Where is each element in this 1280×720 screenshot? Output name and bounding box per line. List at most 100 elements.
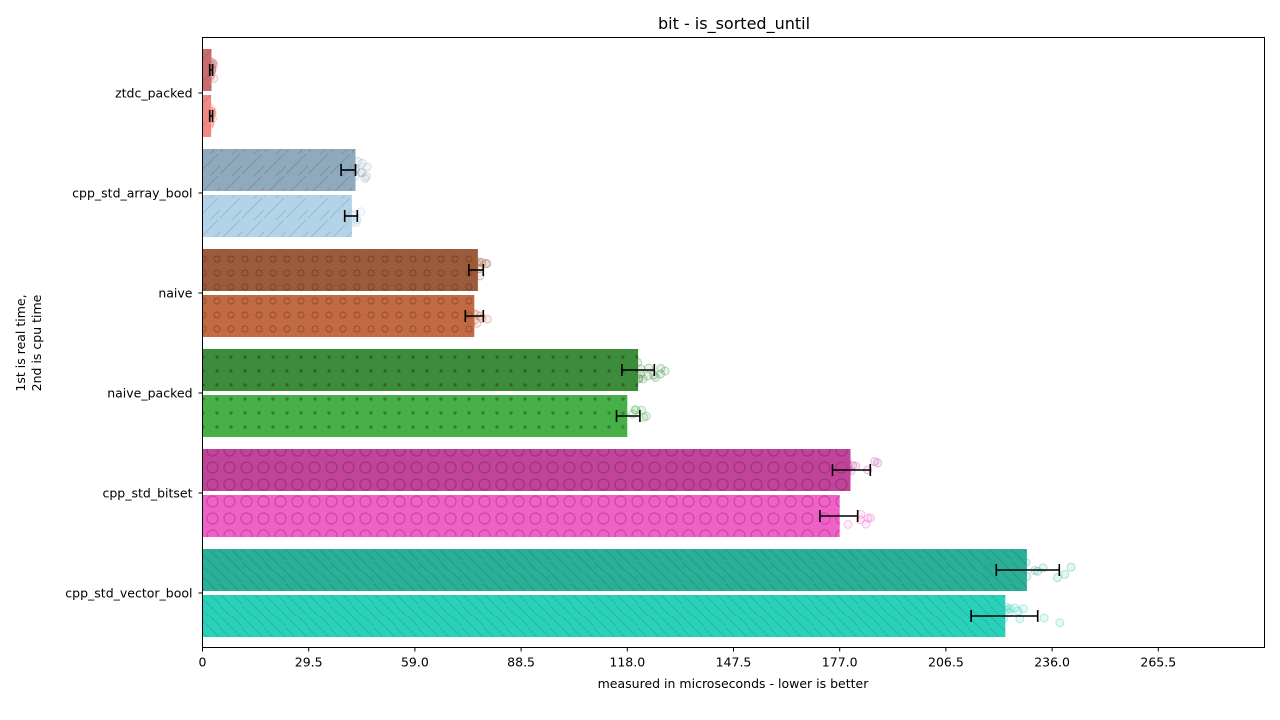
sample-point <box>831 519 841 529</box>
sample-point <box>1055 618 1065 628</box>
sample-point <box>472 258 482 268</box>
sample-point <box>644 363 654 373</box>
sample-point <box>612 414 622 424</box>
chart-title: bit - is_sorted_until <box>658 14 810 34</box>
sample-point <box>641 411 651 421</box>
bar-pattern-naive-real <box>202 249 478 291</box>
bar-pattern-cpp_std_array_bool-cpu <box>202 195 352 237</box>
sample-point <box>639 412 649 422</box>
sample-point <box>638 374 648 384</box>
sample-point <box>838 456 848 466</box>
sample-point <box>982 562 992 572</box>
sample-point <box>357 158 367 168</box>
y-tick-label: cpp_std_array_bool <box>72 186 192 201</box>
x-tick-label: 0 <box>199 655 207 670</box>
y-axis-label-line-2: 2nd is cpu time <box>29 294 44 391</box>
sample-point <box>846 466 856 476</box>
y-tick-label: cpp_std_vector_bool <box>65 586 192 601</box>
x-tick-label: 206.5 <box>928 655 964 670</box>
x-tick-label: 118.0 <box>609 655 645 670</box>
sample-point <box>633 357 643 367</box>
sample-point <box>1002 560 1012 570</box>
sample-point <box>1015 573 1025 583</box>
y-tick-label: naive_packed <box>107 386 192 401</box>
bar-pattern-cpp_std_vector_bool-cpu <box>202 595 1006 637</box>
sample-point <box>861 519 871 529</box>
sample-point <box>656 363 666 373</box>
sample-point <box>466 319 476 329</box>
sample-point <box>866 513 876 523</box>
sample-point <box>842 457 852 467</box>
bar-pattern-cpp_std_array_bool-real <box>202 149 356 191</box>
sample-point <box>463 270 473 280</box>
bars-layer <box>202 49 1027 637</box>
sample-point <box>609 405 619 415</box>
sample-point <box>206 104 216 114</box>
sample-point <box>843 519 853 529</box>
sample-point <box>634 373 644 383</box>
x-tick-label: 236.0 <box>1034 655 1070 670</box>
sample-point <box>1015 614 1025 624</box>
sample-point <box>356 168 366 178</box>
sample-point <box>998 614 1008 624</box>
x-tick-label: 177.0 <box>822 655 858 670</box>
sample-point <box>643 371 653 381</box>
sample-point <box>457 313 467 323</box>
x-tick-label: 59.0 <box>401 655 429 670</box>
sample-point <box>1039 613 1049 623</box>
sample-point <box>1001 602 1011 612</box>
sample-point <box>1018 604 1028 614</box>
sample-point <box>338 205 348 215</box>
y-tick-label: naive <box>158 286 192 301</box>
sample-point <box>482 314 492 324</box>
bar-pattern-naive_packed-cpu <box>202 395 628 437</box>
sample-point <box>1002 605 1012 615</box>
sample-point <box>209 73 219 83</box>
error-bars-layer <box>208 64 1061 622</box>
sample-point <box>1010 603 1020 613</box>
x-tick-label: 29.5 <box>295 655 323 670</box>
sample-point <box>360 173 370 183</box>
sample-point <box>618 410 628 420</box>
sample-point <box>952 611 962 621</box>
sample-point <box>1011 574 1021 584</box>
bar-pattern-naive_packed-real <box>202 349 639 391</box>
bar-pattern-cpp_std_bitset-real <box>202 449 851 491</box>
sample-point <box>822 469 832 479</box>
sample-point <box>466 257 476 267</box>
sample-point <box>1005 604 1015 614</box>
sample-point <box>474 263 484 273</box>
sample-point <box>617 402 627 412</box>
y-tick-label: ztdc_packed <box>115 86 192 101</box>
sample-point <box>466 256 476 266</box>
sample-point <box>472 318 482 328</box>
sample-point <box>357 168 367 178</box>
sample-point <box>362 162 372 172</box>
sample-point <box>828 508 838 518</box>
x-tick-label: 88.5 <box>507 655 535 670</box>
sample-point <box>628 409 638 419</box>
sample-point <box>361 171 371 181</box>
sample-point <box>353 156 363 166</box>
x-axis-label: measured in microseconds - lower is bett… <box>598 676 870 691</box>
sample-point <box>1021 558 1031 568</box>
sample-point <box>634 374 644 384</box>
bar-pattern-cpp_std_vector_bool-real <box>202 549 1027 591</box>
sample-point <box>843 460 853 470</box>
sample-point <box>482 259 492 269</box>
sample-point <box>839 460 849 470</box>
x-tick-label: 265.5 <box>1140 655 1176 670</box>
bar-pattern-cpp_std_bitset-cpu <box>202 495 840 537</box>
sample-point <box>612 363 622 373</box>
sample-point <box>827 505 837 515</box>
sample-point <box>1053 573 1063 583</box>
sample-point <box>851 461 861 471</box>
sample-point <box>962 607 972 617</box>
scatter-layer <box>204 57 1076 628</box>
x-axis: 0 29.5 59.0 88.5 118.0 147.5 177.0 206.5 236.0 26… <box>199 647 1176 670</box>
y-axis-label-line-1: 1st is real time, <box>13 294 28 391</box>
sample-point <box>343 219 353 229</box>
sample-point <box>347 218 357 228</box>
